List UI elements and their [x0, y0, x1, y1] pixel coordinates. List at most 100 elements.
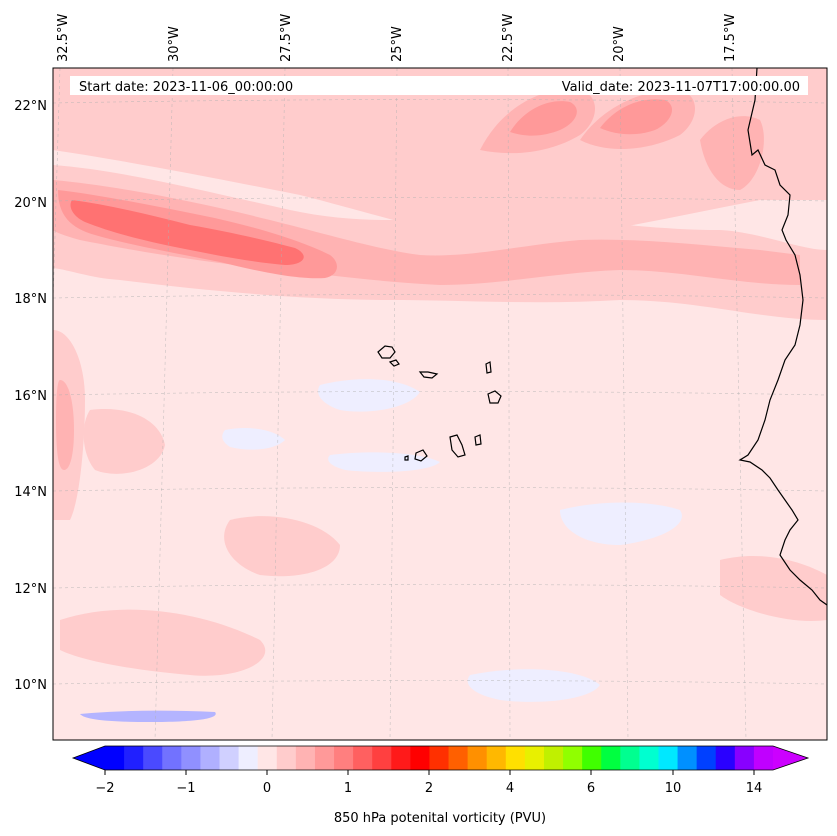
- colorbar-segment: [429, 746, 449, 770]
- map-frame: [52, 67, 828, 741]
- island-santiago: [449, 434, 466, 458]
- island-boa-vista: [487, 390, 502, 404]
- colorbar-tick-label: −1: [176, 781, 195, 796]
- date-header-box: [70, 76, 808, 95]
- colorbar-segment: [486, 746, 507, 770]
- lat-label: 12°N: [14, 582, 47, 597]
- pv-north-core-2: [600, 99, 673, 135]
- colorbar-tick-label: 10: [665, 781, 682, 796]
- colorbar-segment: [200, 746, 220, 770]
- colorbar-segment: [543, 746, 564, 770]
- start-date-text: Start date: 2023-11-06_00:00:00: [79, 80, 293, 95]
- colorbar-tick-label: 2: [425, 781, 433, 796]
- colorbar-segment: [162, 746, 182, 770]
- colorbar-segment: [238, 746, 259, 770]
- lat-label: 20°N: [14, 196, 47, 211]
- colorbar-segment: [639, 746, 659, 770]
- colorbar-tick-labels: −2 −1 0 1 2 4 6 10 14: [95, 781, 762, 796]
- colorbar-extend-min: [73, 746, 105, 770]
- pv-band-main-light: [53, 165, 827, 320]
- pv-negative-patch-1: [318, 379, 420, 412]
- colorbar-segment: [257, 746, 278, 770]
- gridline-lat-10: [53, 680, 827, 685]
- gridline-lon-27-5: [271, 68, 286, 740]
- colorbar-segments: [105, 746, 774, 770]
- gridline-lat-22: [53, 99, 827, 104]
- lon-label: 20°W: [612, 26, 627, 62]
- lon-label: 32.5°W: [56, 14, 71, 62]
- pv-negative-patch-4: [467, 669, 600, 702]
- colorbar-segment: [563, 746, 583, 770]
- colorbar-segment: [582, 746, 602, 770]
- lat-label: 10°N: [14, 678, 47, 693]
- pv-west-core: [56, 380, 74, 470]
- colorbar-segment: [124, 746, 144, 770]
- pv-north-core-1: [510, 101, 577, 136]
- colorbar-tick-label: 6: [587, 781, 595, 796]
- colorbar: −2 −1 0 1 2 4 6 10 14 850 hPa potenital …: [71, 745, 810, 826]
- colorbar-segment: [219, 746, 239, 770]
- longitude-labels: 32.5°W 30°W 27.5°W 25°W 22.5°W 20°W 17.5…: [56, 14, 738, 62]
- colorbar-segment: [505, 746, 526, 770]
- lat-label: 16°N: [14, 389, 47, 404]
- gridline-lon-20: [619, 68, 629, 740]
- lat-label: 14°N: [14, 485, 47, 500]
- colorbar-segment: [448, 746, 469, 770]
- colorbar-segment: [677, 746, 698, 770]
- pv-negative-patch-3: [560, 502, 682, 545]
- gridline-lat-20: [53, 197, 827, 202]
- colorbar-segment: [734, 746, 755, 770]
- pv-patch-east-1: [720, 555, 827, 621]
- colorbar-tick-label: 0: [263, 781, 271, 796]
- colorbar-tick-label: 4: [506, 781, 514, 796]
- colorbar-segment: [334, 746, 354, 770]
- lon-label: 17.5°W: [723, 14, 738, 62]
- gridline-lat-14: [53, 487, 827, 492]
- lon-label: 25°W: [390, 26, 405, 62]
- lat-label: 22°N: [14, 99, 47, 114]
- pv-patch-south-2: [224, 516, 340, 577]
- lat-label: 18°N: [14, 292, 47, 307]
- gridline-lon-17-5: [731, 68, 747, 740]
- latitude-labels: 22°N 20°N 18°N 16°N 14°N 12°N 10°N: [14, 99, 47, 693]
- island-maio: [474, 434, 482, 446]
- gridline-lon-22-5: [507, 68, 511, 740]
- colorbar-segment: [372, 746, 392, 770]
- colorbar-tick-label: 1: [344, 781, 352, 796]
- island-fogo: [414, 449, 428, 462]
- colorbar-segment: [715, 746, 736, 770]
- island-sao-nicolau: [418, 371, 439, 379]
- gridline-lon-30: [154, 68, 174, 740]
- colorbar-title: 850 hPa potenital vorticity (PVU): [334, 811, 546, 826]
- colorbar-segment: [620, 746, 640, 770]
- colorbar-tick-label: −2: [95, 781, 114, 796]
- colorbar-segment: [143, 746, 163, 770]
- colorbar-segment: [391, 746, 411, 770]
- map-panel: [53, 68, 827, 740]
- colorbar-ticks: [104, 770, 755, 775]
- pv-negative-patch-2: [328, 452, 440, 472]
- colorbar-segment: [658, 746, 678, 770]
- colorbar-segment: [410, 746, 430, 770]
- colorbar-segment: [753, 746, 774, 770]
- gridline-lat-12: [53, 584, 827, 589]
- colorbar-segment: [467, 746, 488, 770]
- colorbar-segment: [181, 746, 201, 770]
- pv-north-patch-3: [700, 116, 764, 190]
- lon-label: 22.5°W: [501, 14, 516, 62]
- colorbar-segment: [105, 746, 125, 770]
- pv-patch-south-1: [60, 609, 266, 676]
- island-santo-antao: [377, 345, 396, 359]
- island-sao-vicente: [388, 359, 400, 367]
- pv-negative-patch-5: [222, 428, 285, 450]
- lon-label: 27.5°W: [279, 14, 294, 62]
- lon-label: 30°W: [167, 26, 182, 62]
- colorbar-segment: [696, 746, 717, 770]
- gridline-lat-18: [53, 294, 827, 299]
- colorbar-segment: [314, 746, 335, 770]
- island-brava: [404, 455, 409, 461]
- valid-date-text: Valid_date: 2023-11-07T17:00:00.00: [562, 80, 800, 95]
- pv-negative-patch-6: [80, 710, 216, 722]
- colorbar-segment: [601, 746, 621, 770]
